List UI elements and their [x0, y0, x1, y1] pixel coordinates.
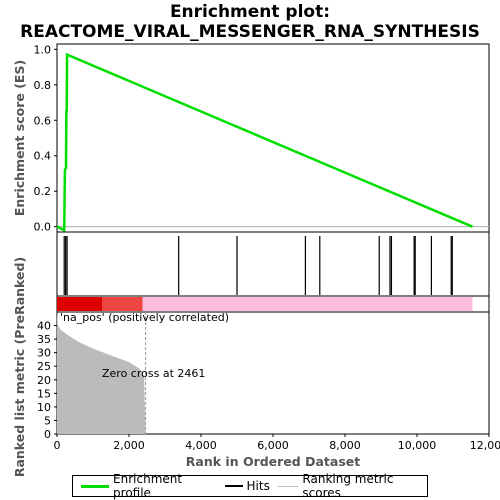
- color-bar-weak: [142, 297, 473, 311]
- legend-swatch-metric: [277, 485, 299, 487]
- legend-swatch-es: [81, 484, 110, 488]
- metric-xtick-label: 8,000: [329, 439, 361, 452]
- metric-ytick-label: 15: [37, 387, 51, 400]
- metric-ytick-label: 10: [37, 401, 51, 414]
- metric-xtick-label: 0: [54, 439, 61, 452]
- metric-xtick-label: 4,000: [185, 439, 217, 452]
- es-ytick-label: 0.2: [34, 185, 52, 198]
- positive-correlation-label: 'na_pos' (positively correlated): [60, 311, 229, 324]
- es-y-axis-label: Enrichment score (ES): [12, 60, 27, 216]
- metric-xtick-label: 2,000: [113, 439, 145, 452]
- metric-ytick-label: 30: [37, 347, 51, 360]
- legend-label-hits: Hits: [246, 479, 270, 493]
- metric-ytick-label: 20: [37, 374, 51, 387]
- color-bar-positive: [102, 297, 143, 311]
- chart-title-line1: Enrichment plot:: [169, 2, 331, 22]
- metric-ytick-label: 25: [37, 360, 51, 373]
- metric-ytick-label: 5: [44, 414, 51, 427]
- legend-item-hits: Hits: [224, 479, 270, 493]
- legend: Enrichment profile Hits Ranking metric s…: [72, 472, 428, 500]
- metric-xtick-label: 12,000: [470, 439, 500, 452]
- es-ytick-label: 0.0: [34, 221, 52, 234]
- es-ytick-label: 0.4: [34, 150, 52, 163]
- color-bar-strong-positive: [57, 297, 103, 311]
- es-curve: [56, 52, 473, 233]
- legend-label-metric: Ranking metric scores: [302, 472, 394, 500]
- es-ytick-label: 0.6: [34, 114, 52, 127]
- hits-panel-frame: [56, 231, 490, 297]
- metric-xtick-label: 6,000: [257, 439, 289, 452]
- metric-xtick-label: 10,000: [398, 439, 437, 452]
- metric-y-axis-label: Ranked list metric (PreRanked): [12, 257, 27, 477]
- metric-area: [57, 312, 146, 434]
- metric-ytick-label: 35: [37, 333, 51, 346]
- legend-item-es: Enrichment profile: [81, 472, 217, 500]
- es-ytick-label: 0.8: [34, 79, 52, 92]
- es-ytick-label: 1.0: [34, 43, 52, 56]
- legend-swatch-hits: [224, 485, 243, 487]
- chart-title-line2: REACTOME_VIRAL_MESSENGER_RNA_SYNTHESIS: [20, 22, 480, 42]
- metric-ytick-label: 0: [44, 428, 51, 441]
- es-panel-frame: [56, 43, 490, 233]
- legend-label-es: Enrichment profile: [113, 472, 183, 500]
- zero-cross-label: Zero cross at 2461: [102, 367, 205, 380]
- legend-item-metric: Ranking metric scores: [277, 472, 427, 500]
- metric-ytick-label: 40: [37, 320, 51, 333]
- x-axis-label: Rank in Ordered Dataset: [186, 454, 360, 469]
